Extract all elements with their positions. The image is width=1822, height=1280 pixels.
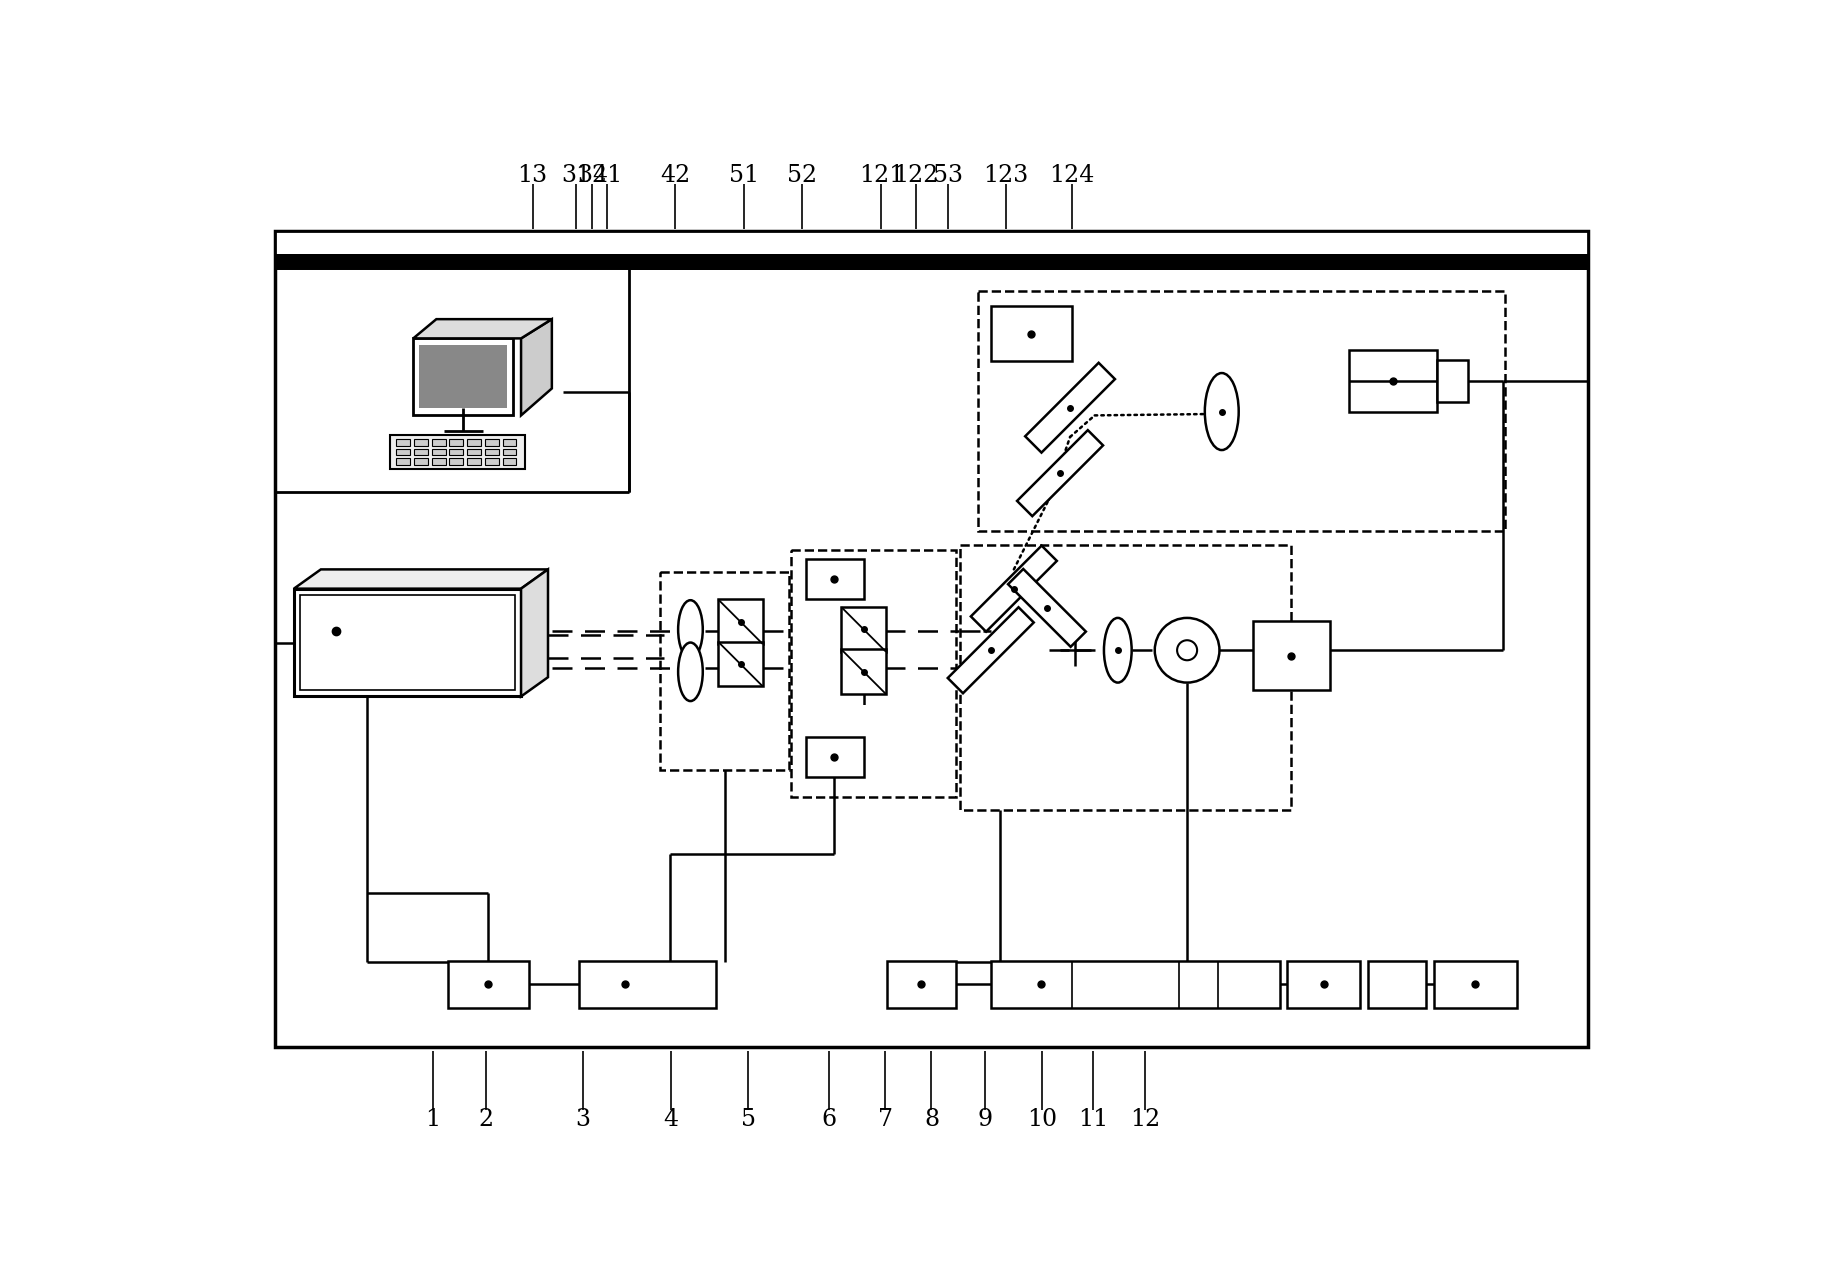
Bar bbox=[842, 607, 885, 652]
Text: 123: 123 bbox=[984, 164, 1029, 187]
Text: 7: 7 bbox=[878, 1108, 893, 1132]
Text: 5: 5 bbox=[742, 1108, 756, 1132]
Bar bbox=[466, 458, 481, 465]
Bar bbox=[432, 448, 446, 456]
Bar bbox=[1368, 960, 1427, 1009]
Text: 4: 4 bbox=[663, 1108, 680, 1132]
Bar bbox=[960, 545, 1292, 810]
Bar bbox=[485, 439, 499, 447]
Bar bbox=[718, 599, 763, 644]
Bar bbox=[466, 448, 481, 456]
Bar bbox=[1434, 960, 1516, 1009]
Polygon shape bbox=[971, 545, 1057, 631]
Bar bbox=[432, 439, 446, 447]
Bar bbox=[450, 448, 463, 456]
Polygon shape bbox=[947, 607, 1033, 694]
Bar bbox=[1252, 621, 1330, 690]
Text: 122: 122 bbox=[893, 164, 938, 187]
Text: 32: 32 bbox=[578, 164, 607, 187]
Text: 42: 42 bbox=[660, 164, 691, 187]
Bar bbox=[718, 641, 763, 686]
Polygon shape bbox=[1017, 430, 1102, 516]
Text: 2: 2 bbox=[479, 1108, 494, 1132]
Text: 31: 31 bbox=[561, 164, 592, 187]
Bar bbox=[1438, 360, 1469, 402]
Bar bbox=[805, 559, 864, 599]
Text: 9: 9 bbox=[978, 1108, 993, 1132]
Bar bbox=[579, 960, 716, 1009]
Bar bbox=[414, 439, 428, 447]
Bar bbox=[414, 458, 428, 465]
Bar bbox=[805, 737, 864, 777]
Bar bbox=[660, 572, 789, 771]
Bar bbox=[1348, 349, 1438, 412]
Bar bbox=[293, 589, 521, 696]
Bar bbox=[275, 230, 1587, 268]
Bar bbox=[842, 649, 885, 694]
Bar bbox=[301, 595, 516, 690]
Bar bbox=[503, 439, 516, 447]
Bar bbox=[485, 448, 499, 456]
Polygon shape bbox=[293, 570, 548, 589]
Bar bbox=[466, 439, 481, 447]
Text: 41: 41 bbox=[592, 164, 623, 187]
Text: 53: 53 bbox=[933, 164, 964, 187]
Bar bbox=[397, 439, 410, 447]
Ellipse shape bbox=[1104, 618, 1131, 682]
Ellipse shape bbox=[1204, 372, 1239, 451]
Bar bbox=[414, 448, 428, 456]
Text: 52: 52 bbox=[787, 164, 818, 187]
Text: 8: 8 bbox=[924, 1108, 938, 1132]
Ellipse shape bbox=[678, 643, 703, 701]
Text: 121: 121 bbox=[858, 164, 904, 187]
Bar bbox=[991, 306, 1071, 361]
Text: 3: 3 bbox=[576, 1108, 590, 1132]
Polygon shape bbox=[414, 319, 552, 338]
Text: 124: 124 bbox=[1049, 164, 1095, 187]
Bar bbox=[390, 435, 525, 470]
Bar bbox=[978, 291, 1505, 531]
Bar bbox=[450, 439, 463, 447]
Bar bbox=[485, 458, 499, 465]
Bar bbox=[432, 458, 446, 465]
Text: 11: 11 bbox=[1079, 1108, 1108, 1132]
Polygon shape bbox=[521, 319, 552, 416]
Bar bbox=[448, 960, 528, 1009]
Text: 10: 10 bbox=[1028, 1108, 1057, 1132]
Bar bbox=[397, 458, 410, 465]
Bar bbox=[450, 458, 463, 465]
Bar bbox=[887, 960, 957, 1009]
Bar bbox=[275, 253, 1587, 268]
Bar bbox=[1286, 960, 1361, 1009]
Bar bbox=[503, 458, 516, 465]
Bar bbox=[791, 550, 957, 796]
Bar bbox=[397, 448, 410, 456]
Circle shape bbox=[1177, 640, 1197, 660]
Bar bbox=[991, 960, 1279, 1009]
Bar bbox=[419, 344, 507, 408]
Text: 51: 51 bbox=[729, 164, 760, 187]
Polygon shape bbox=[1026, 362, 1115, 453]
Ellipse shape bbox=[678, 600, 703, 659]
Text: 1: 1 bbox=[425, 1108, 441, 1132]
Circle shape bbox=[1155, 618, 1219, 682]
Text: 12: 12 bbox=[1130, 1108, 1161, 1132]
Text: 13: 13 bbox=[517, 164, 548, 187]
Bar bbox=[275, 230, 1587, 1047]
Bar bbox=[503, 448, 516, 456]
Polygon shape bbox=[1008, 570, 1086, 646]
Polygon shape bbox=[521, 570, 548, 696]
Text: 6: 6 bbox=[822, 1108, 836, 1132]
Bar bbox=[414, 338, 514, 416]
